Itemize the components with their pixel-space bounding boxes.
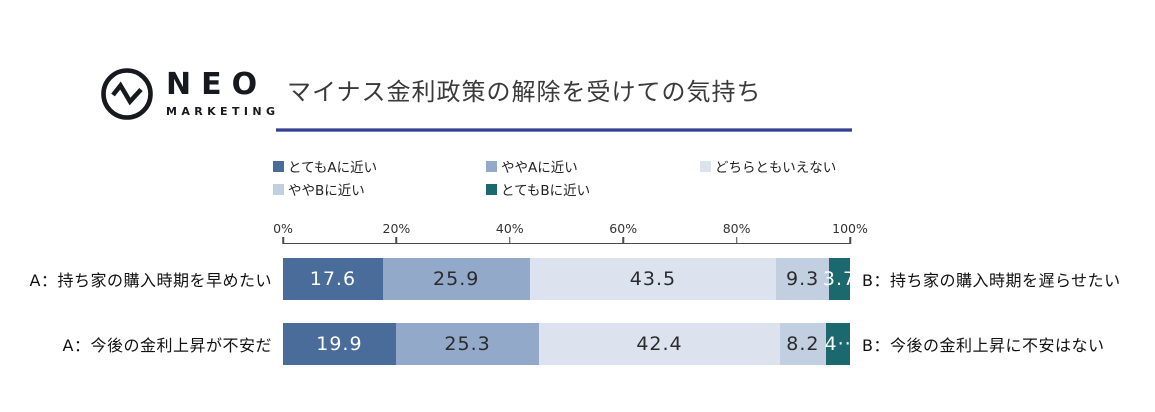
bar-row: A：持ち家の購入時期を早めたい 17.6 25.9 43.5 9.3 3.7 B：持ち家の購…: [0, 258, 1155, 300]
x-axis-labels: 0% 20% 40% 60% 80% 100%: [273, 221, 868, 237]
legend-label: とてもAに近い: [288, 160, 378, 176]
chart-title: マイナス金利政策の解除を受けての気持ち: [287, 78, 762, 106]
legend-label: ややAに近い: [501, 160, 578, 176]
legend-swatch: [273, 160, 284, 172]
legend-item: とてもAに近い: [273, 156, 486, 176]
legend: とてもAに近い ややAに近い どちらともいえないややBに近い とてもBに近い: [273, 156, 940, 199]
legend-label: とてもBに近い: [501, 183, 591, 199]
legend-swatch: [273, 183, 284, 195]
legend-item: どちらともいえない: [700, 156, 940, 176]
axis-tick-label: 20%: [382, 221, 411, 236]
legend-label: どちらともいえない: [715, 160, 837, 176]
stacked-bar: 19.9 25.3 42.4 8.2 4··: [283, 323, 852, 365]
stacked-bar: 17.6 25.9 43.5 9.3 3.7: [283, 258, 855, 300]
axis-tick-mark: [622, 237, 624, 244]
axis-tick-label: 80%: [722, 221, 751, 236]
axis-tick-mark: [282, 237, 284, 244]
bar-segment: 42.4: [539, 323, 780, 365]
bar-value: 8.2: [786, 333, 820, 355]
brand-subname: MARKETING: [166, 105, 280, 118]
bar-segment: 8.2: [779, 323, 827, 365]
legend-label: ややBに近い: [288, 183, 365, 199]
bar-value: 25.3: [444, 333, 491, 355]
title-underline: [276, 128, 852, 132]
axis-tick-mark: [395, 237, 398, 244]
row-label-right: B：持ち家の購入時期を遅らせたい: [862, 271, 1121, 290]
row-label-left: A：今後の金利上昇が不安だ: [62, 336, 272, 355]
legend-item: とてもBに近い: [486, 179, 700, 199]
bar-value: 43.5: [629, 268, 677, 290]
brand-name: NEO: [166, 67, 268, 102]
bar-segment: 19.9: [283, 323, 396, 365]
bar-value: 42.4: [636, 333, 683, 355]
legend-swatch: [486, 183, 497, 195]
row-label-right: B：今後の金利上昇に不安はない: [862, 336, 1105, 355]
bar-value: 4··: [824, 333, 852, 355]
axis-tick-label: 60%: [609, 221, 638, 236]
brand-logo: NEO MARKETING: [99, 66, 279, 122]
bar-value: 17.6: [309, 268, 357, 290]
bar-segment: 25.9: [382, 258, 530, 300]
brand-wordmark: NEO MARKETING: [166, 67, 280, 119]
bar-value: 9.3: [786, 268, 820, 290]
bar-segment: 25.3: [395, 323, 540, 365]
axis-tick-mark: [735, 237, 738, 244]
bar-segment: 3.7: [823, 258, 855, 300]
legend-item: ややAに近い: [486, 156, 700, 176]
bar-row: A：今後の金利上昇が不安だ 19.9 25.3 42.4 8.2 4·· B：今後の金利上昇…: [0, 323, 1155, 365]
legend-item: ややBに近い: [273, 179, 486, 199]
bar-segment: 4··: [824, 323, 852, 365]
legend-swatch: [700, 160, 711, 172]
axis-tick-label: 100%: [832, 221, 868, 236]
axis-tick-label: 0%: [273, 221, 293, 236]
row-label-left: A：持ち家の購入時期を早めたい: [29, 271, 272, 290]
bar-value: 25.9: [433, 268, 480, 290]
bar-segment: 43.5: [529, 258, 777, 300]
bar-value: 19.9: [316, 333, 363, 355]
x-axis-line: [282, 237, 851, 244]
bar-segment: 17.6: [283, 258, 383, 300]
axis-tick-mark: [509, 237, 511, 244]
legend-swatch: [486, 160, 497, 172]
pulse-icon: [101, 68, 153, 120]
bar-segment: 9.3: [776, 258, 829, 300]
bar-value: 3.7: [822, 268, 857, 290]
axis-tick-label: 40%: [495, 221, 524, 236]
axis-tick-mark: [849, 237, 851, 244]
